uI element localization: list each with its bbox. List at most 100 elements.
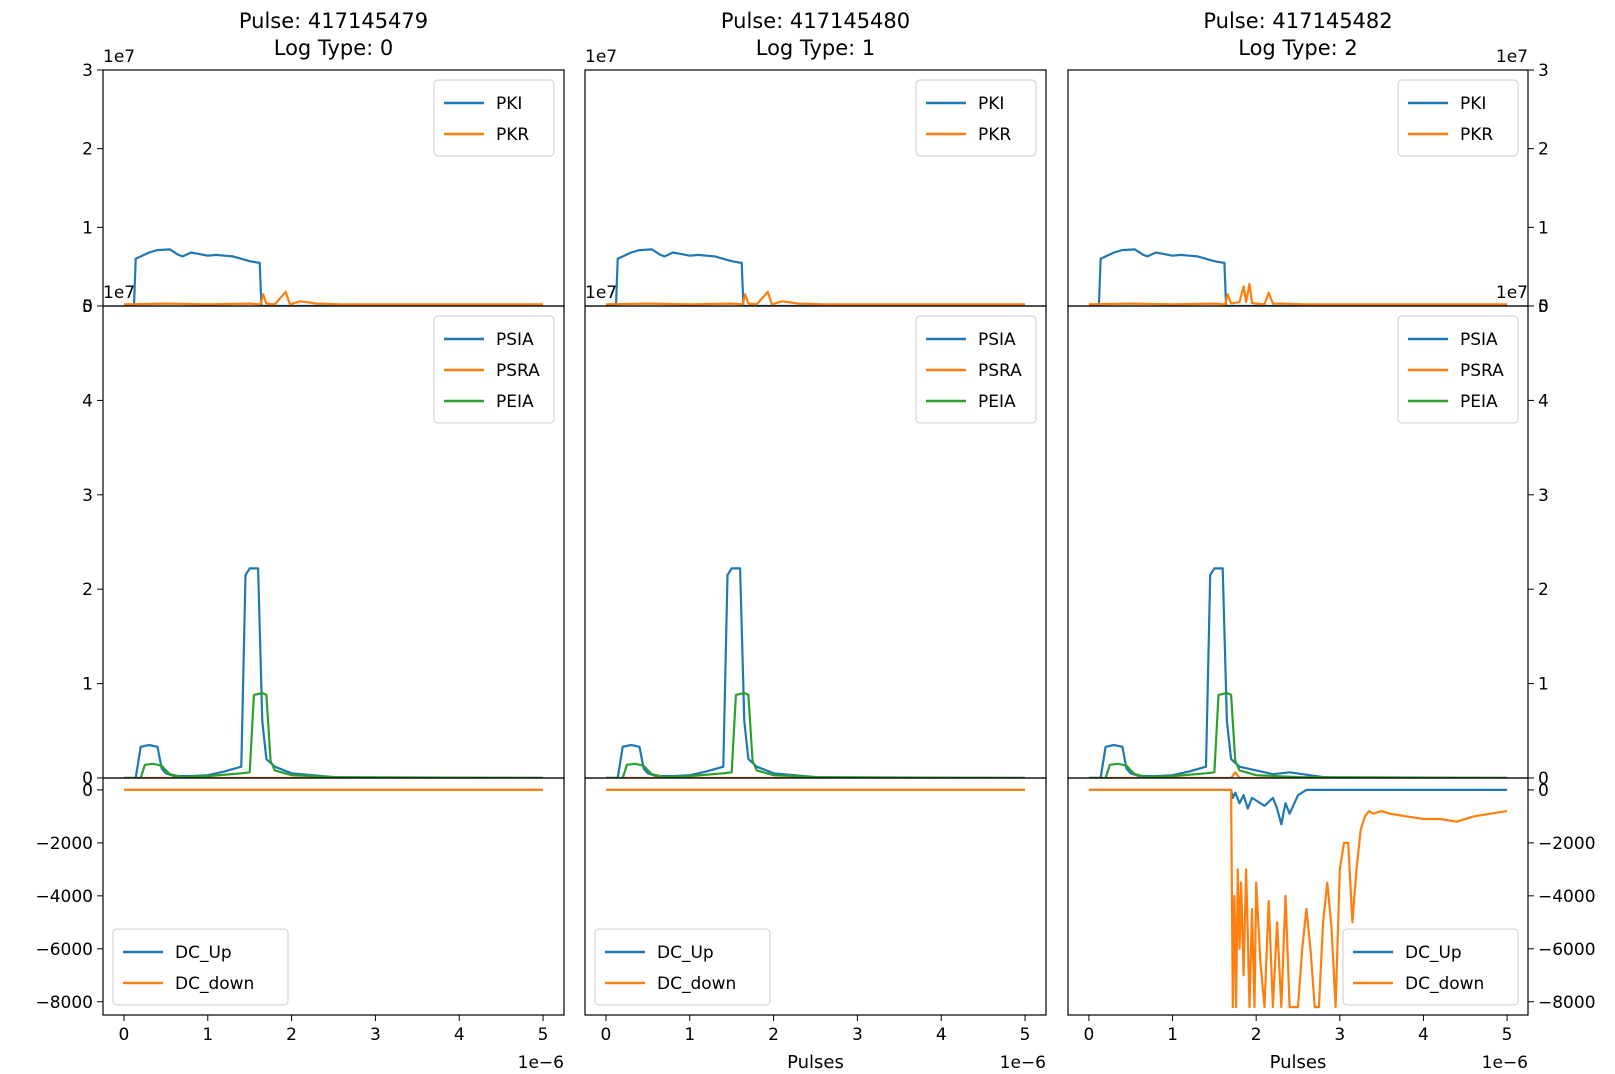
y-tick-label: 1	[82, 218, 93, 238]
legend-box	[915, 315, 1037, 424]
series-line-pki	[606, 248, 1025, 306]
y-tick-label: 3	[1538, 486, 1549, 506]
y-tick-label: 0	[1538, 781, 1549, 801]
axes-frame	[102, 777, 565, 1016]
legend-box	[433, 315, 555, 424]
x-offset-label: 1e−6	[1482, 1053, 1528, 1073]
y-tick-label: 3	[1538, 61, 1549, 81]
series-group	[123, 248, 543, 306]
y-tick-label: 0	[1538, 769, 1549, 789]
legend-label-pki: PKI	[496, 94, 522, 114]
x-tick-label: 2	[1251, 1025, 1262, 1045]
x-tick-label: 1	[202, 1025, 213, 1045]
series-group	[1088, 788, 1508, 1009]
legend-box	[1397, 79, 1519, 157]
legend-box	[112, 928, 289, 1006]
legend-box	[915, 79, 1037, 157]
series-line-pkr	[605, 290, 1025, 306]
legend-label-peia: PEIA	[1460, 392, 1498, 412]
panel-dc: 0 −2000 −4000 −6000 −8000 DC_Up DC_down 0 1 2 3 4 5 1…	[35, 777, 565, 1073]
legend-label-dc-down: DC_down	[1405, 974, 1484, 994]
x-offset-label: 1e−6	[1000, 1053, 1046, 1073]
legend-label-pki: PKI	[978, 94, 1004, 114]
x-tick-label: 5	[1020, 1025, 1031, 1045]
y-tick-label: 2	[82, 580, 93, 600]
series-line-pkr	[123, 290, 543, 306]
legend: PKI PKR	[1397, 79, 1519, 157]
legend-label-psra: PSRA	[1460, 361, 1504, 381]
series-line-psia	[606, 567, 1025, 778]
chart-title-line-1: Pulse: 417145480	[721, 9, 910, 33]
y-tick-label: 0	[82, 769, 93, 789]
legend-label-dc-up: DC_Up	[657, 943, 714, 963]
legend: PSIA PSRA PEIA	[915, 315, 1037, 424]
x-axis-label: Pulses	[1270, 1052, 1327, 1073]
panel-pk: 1e7 PKI PKR	[584, 47, 1047, 307]
x-tick-label: 4	[936, 1025, 947, 1045]
y-tick-label: −8000	[35, 993, 93, 1013]
legend: DC_Up DC_down	[112, 928, 289, 1006]
legend-label-psra: PSRA	[496, 361, 540, 381]
x-tick-label: 0	[1083, 1025, 1094, 1045]
x-tick-label: 0	[119, 1025, 130, 1045]
y-tick-label: 1	[82, 675, 93, 695]
chart-title-line-2: Log Type: 0	[274, 36, 394, 60]
legend-label-peia: PEIA	[978, 392, 1016, 412]
legend-label-psia: PSIA	[978, 330, 1016, 350]
y-tick-label: −4000	[1538, 887, 1596, 907]
y-tick-label: 4	[1538, 391, 1549, 411]
y-offset-label: 1e7	[1496, 283, 1528, 303]
y-tick-label: −6000	[35, 940, 93, 960]
panel-dc: 0 −2000 −4000 −6000 −8000 DC_Up DC_down 0 1 2 3 4 5 1…	[1067, 777, 1596, 1073]
legend-label-dc-down: DC_down	[657, 974, 736, 994]
y-tick-label: 2	[1538, 580, 1549, 600]
x-offset-label: 1e−6	[518, 1053, 564, 1073]
legend-label-peia: PEIA	[496, 392, 534, 412]
legend-label-dc-up: DC_Up	[1405, 943, 1462, 963]
legend: PKI PKR	[915, 79, 1037, 157]
panel-ps: 0 1 2 3 4 5 1e7 PSIA PSRA PEIA	[1067, 283, 1549, 789]
legend-label-dc-down: DC_down	[175, 974, 254, 994]
y-offset-label: 1e7	[585, 283, 617, 303]
series-line-dc-down	[1088, 788, 1508, 1009]
series-group	[1088, 567, 1508, 778]
axes-frame	[584, 777, 1047, 1016]
x-axis-label: Pulses	[787, 1052, 844, 1073]
legend-box	[1397, 315, 1519, 424]
chart-title-line-1: Pulse: 417145482	[1203, 9, 1392, 33]
y-tick-label: 0	[82, 297, 93, 317]
x-tick-label: 5	[1502, 1025, 1513, 1045]
y-offset-label: 1e7	[585, 47, 617, 67]
legend: PSIA PSRA PEIA	[433, 315, 555, 424]
y-tick-label: 3	[82, 61, 93, 81]
series-line-pki	[124, 248, 543, 306]
legend: PSIA PSRA PEIA	[1397, 315, 1519, 424]
series-group	[1088, 248, 1508, 306]
series-group	[605, 248, 1025, 306]
x-tick-label: 4	[1418, 1025, 1429, 1045]
x-tick-label: 2	[768, 1025, 779, 1045]
legend-label-dc-up: DC_Up	[175, 943, 232, 963]
series-line-peia	[124, 691, 544, 778]
x-tick-label: 3	[370, 1025, 381, 1045]
series-line-psra	[1088, 771, 1508, 778]
x-tick-label: 3	[852, 1025, 863, 1045]
legend-box	[1342, 928, 1519, 1006]
y-tick-label: 5	[82, 297, 93, 317]
y-offset-label: 1e7	[103, 47, 135, 67]
y-tick-label: 5	[1538, 297, 1549, 317]
y-tick-label: −4000	[35, 887, 93, 907]
panel-ps: 0 1 2 3 4 5 1e7 PSIA PSRA PEIA	[82, 283, 565, 789]
legend-box	[433, 79, 555, 157]
x-tick-label: 1	[684, 1025, 695, 1045]
y-offset-label: 1e7	[1496, 47, 1528, 67]
series-line-pkr	[1088, 282, 1508, 306]
y-tick-label: 3	[82, 486, 93, 506]
legend: PKI PKR	[433, 79, 555, 157]
legend-label-pki: PKI	[1460, 94, 1486, 114]
x-tick-label: 0	[601, 1025, 612, 1045]
panel-dc: DC_Up DC_down 0 1 2 3 4 5 1e−6 Pulses	[584, 777, 1047, 1073]
legend-label-psra: PSRA	[978, 361, 1022, 381]
x-tick-label: 2	[286, 1025, 297, 1045]
axes-frame	[1067, 777, 1529, 1016]
